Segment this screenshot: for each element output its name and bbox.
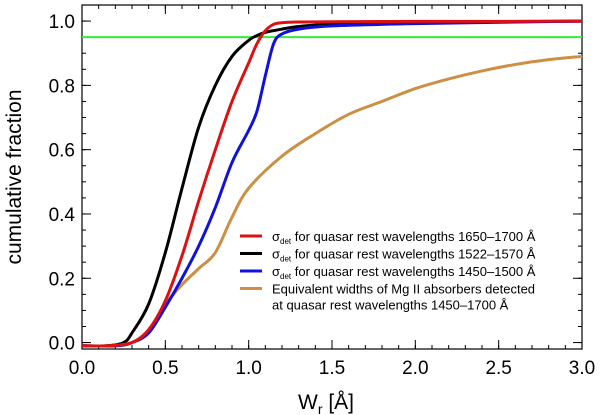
x-axis-title-sub: r xyxy=(318,401,323,415)
legend-label-sigma-det-1650-1700: σdet for quasar rest wavelengths 1650–17… xyxy=(272,229,536,246)
series-line-sigma-det-1650-1700 xyxy=(81,19,583,348)
y-tick-label: 0.2 xyxy=(49,269,75,290)
y-axis-title: cumulative fraction xyxy=(3,89,26,264)
x-tick-label: 1.0 xyxy=(235,358,261,379)
series-line-sigma-det-1522-1570 xyxy=(81,19,583,348)
series-layer xyxy=(81,19,583,348)
y-tick-label: 0.0 xyxy=(49,334,75,355)
legend: σdet for quasar rest wavelengths 1650–17… xyxy=(240,229,536,313)
x-tick-label: 2.0 xyxy=(402,358,428,379)
y-tick-label: 0.8 xyxy=(49,76,75,97)
x-tick-label: 3.0 xyxy=(569,358,595,379)
x-tick-label: 1.5 xyxy=(319,358,345,379)
x-axis-title-main: W xyxy=(298,391,318,414)
y-tick-label: 0.6 xyxy=(49,141,75,162)
y-tick-label: 0.4 xyxy=(49,205,76,226)
legend-label-mgii-equivalent-widths-line2: at quasar rest wavelengths 1450–1700 Å xyxy=(272,298,509,313)
x-tick-label: 0.5 xyxy=(152,358,178,379)
series-line-sigma-det-1450-1500 xyxy=(81,19,583,348)
x-tick-label: 0.0 xyxy=(69,358,95,379)
x-axis-title-unit: [Å] xyxy=(322,391,354,414)
legend-label-sigma-det-1450-1500: σdet for quasar rest wavelengths 1450–15… xyxy=(272,264,536,281)
legend-label-sigma-det-1522-1570: σdet for quasar rest wavelengths 1522–15… xyxy=(272,247,536,264)
x-axis-title: Wr [Å] xyxy=(298,391,354,415)
x-tick-label: 2.5 xyxy=(485,358,511,379)
legend-label-mgii-equivalent-widths: Equivalent widths of Mg II absorbers det… xyxy=(272,282,535,297)
y-tick-label: 1.0 xyxy=(49,12,75,33)
axis-ticks: 0.0 0.5 1.0 1.5 2.0 2.5 3.0 0.0 0.2 0.4 0.6 0.8 1.0 xyxy=(49,5,595,379)
